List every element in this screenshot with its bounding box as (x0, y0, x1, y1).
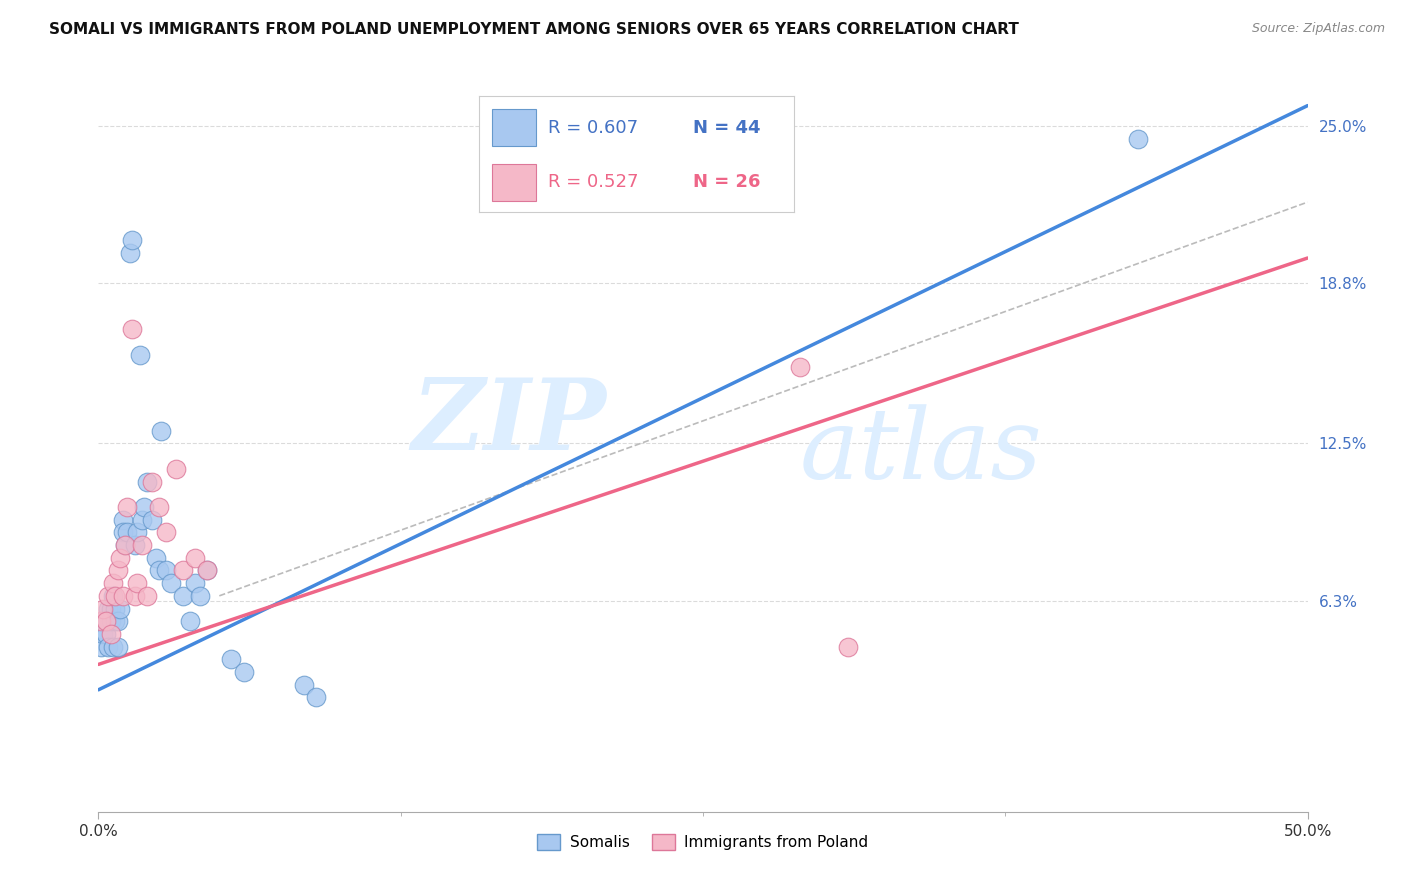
Point (155, 563, 177, 577)
Point (94, 627, 117, 641)
Point (121, 322, 143, 336)
Point (111, 525, 134, 540)
Point (100, 601, 122, 615)
Point (124, 538, 146, 552)
Legend: Somalis, Immigrants from Poland: Somalis, Immigrants from Poland (531, 829, 875, 856)
Point (1128, 131, 1150, 145)
Text: ZIP: ZIP (412, 374, 606, 470)
Point (90, 614, 112, 628)
Point (117, 525, 139, 540)
Point (111, 589, 134, 603)
Point (108, 601, 131, 615)
Point (121, 233, 143, 247)
Point (114, 538, 136, 552)
Point (124, 589, 146, 603)
Point (101, 576, 124, 591)
Point (94, 614, 117, 628)
Point (114, 538, 136, 552)
Point (155, 525, 177, 540)
Point (195, 563, 218, 577)
Point (111, 513, 134, 527)
Point (134, 500, 156, 514)
Point (91, 627, 114, 641)
Point (91, 614, 114, 628)
Point (97, 601, 120, 615)
Point (127, 525, 149, 540)
Point (221, 652, 243, 666)
Point (107, 640, 129, 654)
Point (232, 665, 254, 679)
Point (104, 589, 127, 603)
Point (188, 589, 211, 603)
Point (172, 563, 194, 577)
Point (789, 360, 811, 375)
Point (97, 589, 120, 603)
Point (292, 678, 315, 692)
Point (118, 246, 141, 260)
Point (160, 576, 183, 591)
Point (837, 640, 859, 654)
Text: Source: ZipAtlas.com: Source: ZipAtlas.com (1251, 22, 1385, 36)
Point (97, 640, 120, 654)
Point (117, 500, 139, 514)
Point (184, 550, 207, 565)
Point (101, 640, 124, 654)
Point (108, 550, 131, 565)
Point (135, 589, 157, 603)
Point (184, 576, 207, 591)
Point (150, 424, 173, 438)
Text: SOMALI VS IMMIGRANTS FROM POLAND UNEMPLOYMENT AMONG SENIORS OVER 65 YEARS CORREL: SOMALI VS IMMIGRANTS FROM POLAND UNEMPLO… (49, 22, 1019, 37)
Point (104, 614, 127, 628)
Point (141, 513, 163, 527)
Point (148, 563, 170, 577)
Point (195, 563, 218, 577)
Point (305, 690, 328, 705)
Point (100, 614, 122, 628)
Point (148, 500, 170, 514)
Point (90, 640, 112, 654)
Point (91, 601, 114, 615)
Text: atlas: atlas (800, 404, 1042, 500)
Point (135, 475, 157, 489)
Point (94, 614, 117, 628)
Point (172, 589, 194, 603)
Point (104, 601, 127, 615)
Point (100, 627, 122, 641)
Point (127, 576, 149, 591)
Point (107, 614, 129, 628)
Point (165, 462, 187, 476)
Point (107, 563, 129, 577)
Point (131, 513, 153, 527)
Point (145, 550, 167, 565)
Point (179, 614, 201, 628)
Point (131, 538, 153, 552)
Point (141, 475, 163, 489)
Point (128, 347, 150, 361)
Point (101, 589, 124, 603)
